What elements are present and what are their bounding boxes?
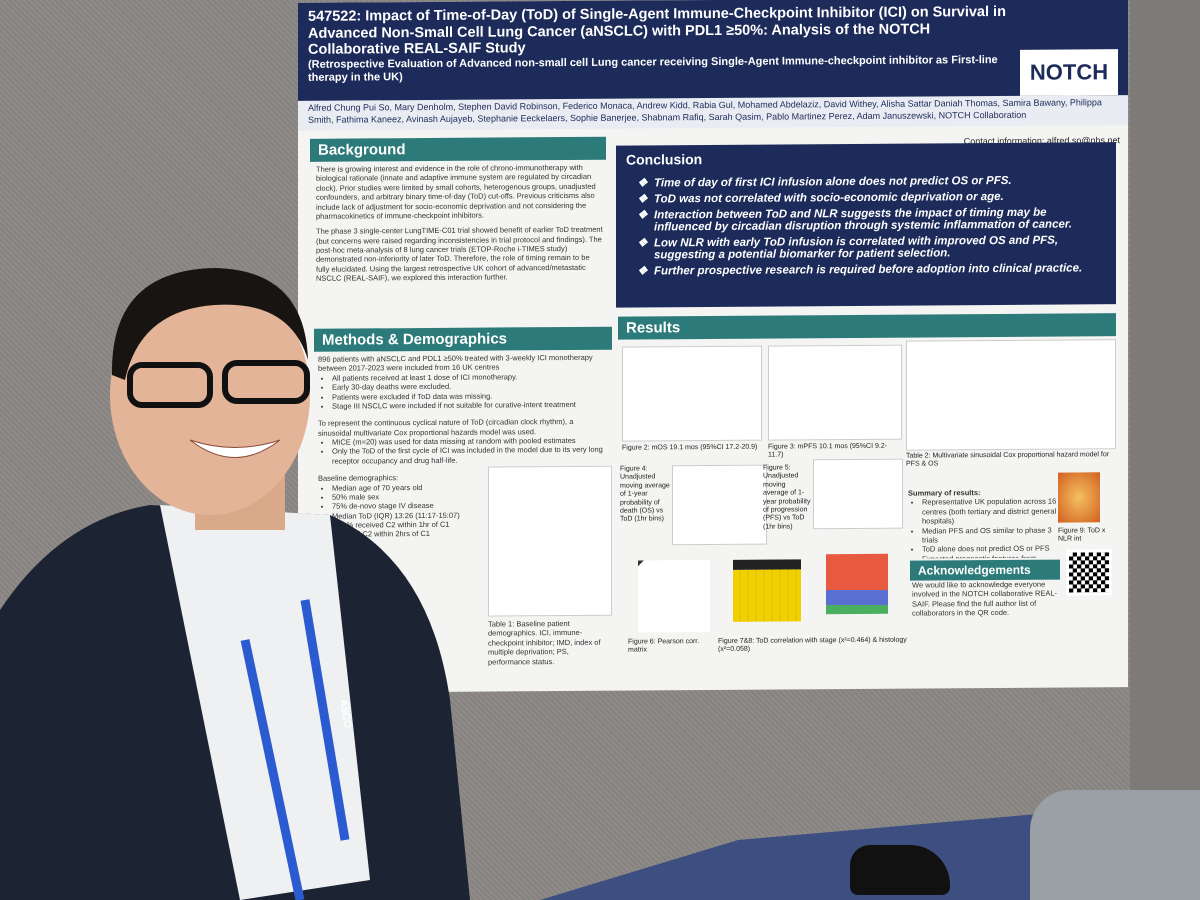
smile (189, 439, 281, 458)
glasses (222, 360, 310, 404)
hair (111, 268, 308, 380)
chair (1030, 790, 1200, 900)
glasses (127, 362, 213, 408)
lanyard (240, 599, 350, 900)
side-panel (1130, 0, 1200, 900)
shoe (850, 845, 950, 895)
shirt (160, 505, 370, 900)
lanyard-text: ASCO (337, 699, 353, 730)
